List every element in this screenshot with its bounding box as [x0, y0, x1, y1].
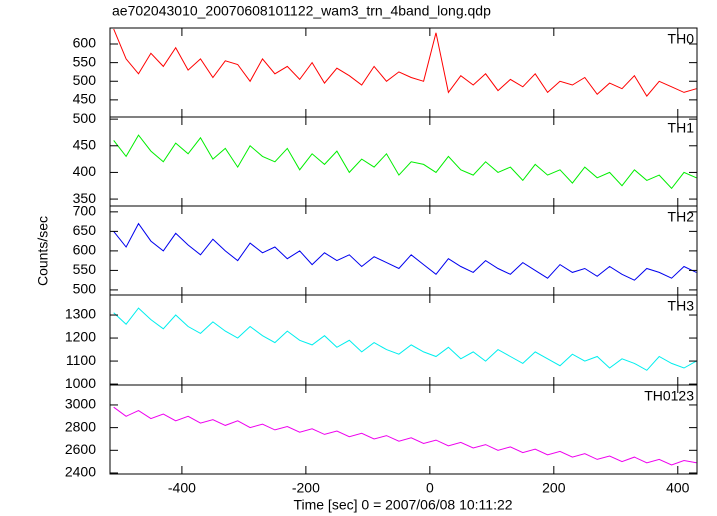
x-tick-label: -400 [168, 480, 196, 496]
x-tick-label: 200 [542, 480, 566, 496]
y-tick-label: 3000 [65, 396, 96, 412]
y-tick-label: 2600 [65, 441, 96, 457]
panel-label: TH3 [668, 298, 695, 314]
y-axis-label: Counts/sec [35, 216, 51, 286]
panel-label: TH1 [668, 120, 695, 136]
panel-frame [109, 294, 698, 386]
y-tick-label: 500 [73, 72, 97, 88]
panel-label: TH0123 [644, 388, 694, 404]
y-tick-label: 1200 [65, 329, 96, 345]
x-tick-label: -200 [292, 480, 320, 496]
light-curve [113, 134, 697, 190]
panel-label: TH2 [668, 209, 695, 225]
y-tick-label: 450 [73, 91, 97, 107]
y-tick-label: 1000 [65, 375, 96, 391]
panel-frame [109, 384, 698, 475]
y-tick-label: 550 [73, 53, 97, 69]
y-tick-label: 450 [73, 136, 97, 152]
y-tick-label: 2800 [65, 418, 96, 434]
panel-frame [109, 116, 698, 207]
y-tick-label: 600 [73, 242, 97, 258]
y-tick-label: 1300 [65, 306, 96, 322]
y-tick-label: 400 [73, 163, 97, 179]
y-tick-label: 2400 [65, 464, 96, 480]
panel-label: TH0 [668, 31, 695, 47]
light-curve [113, 222, 697, 281]
y-tick-label: 600 [73, 35, 97, 51]
x-tick-label: 0 [426, 480, 434, 496]
panel-frame [109, 205, 698, 296]
y-tick-label: 1100 [66, 352, 96, 368]
x-axis-label: Time [sec] 0 = 2007/06/08 10:11:22 [293, 497, 512, 513]
y-tick-label: 550 [73, 261, 97, 277]
light-curve [113, 307, 697, 371]
y-tick-label: 700 [73, 203, 97, 219]
y-tick-label: 500 [73, 110, 97, 126]
y-tick-label: 350 [73, 190, 97, 206]
x-tick-label: 400 [666, 480, 690, 496]
y-tick-label: 650 [73, 222, 97, 238]
panel-frame [109, 27, 698, 118]
chart-title: ae702043010_20070608101122_wam3_trn_4ban… [112, 3, 491, 19]
light-curve [113, 406, 697, 466]
light-curve [113, 28, 697, 97]
y-tick-label: 500 [73, 281, 97, 297]
